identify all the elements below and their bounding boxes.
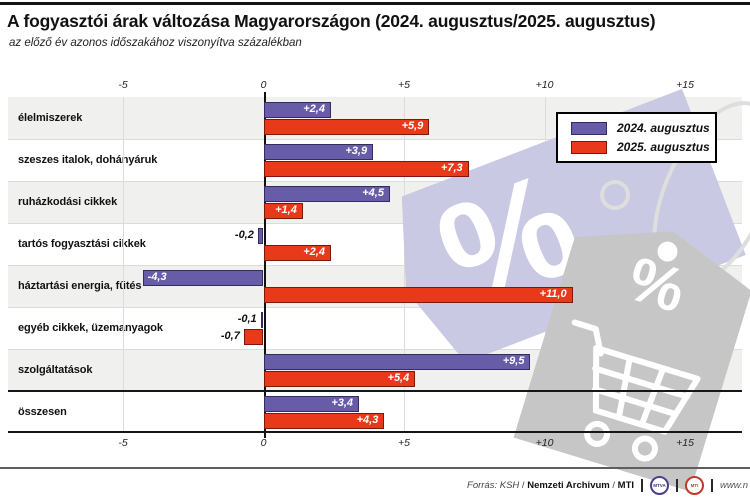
bar-value-label: +4,3 bbox=[356, 414, 379, 426]
bar-value-label: +11,0 bbox=[539, 288, 567, 300]
category-label: ruházkodási cikkek bbox=[18, 196, 118, 208]
bar-value-label: +1,4 bbox=[275, 204, 297, 216]
legend-swatch-2024 bbox=[571, 121, 607, 135]
legend-swatch-2025 bbox=[571, 140, 607, 154]
mtva-logo-icon: MTVA bbox=[650, 475, 670, 495]
source-credit: Forrás: KSH / Nemzeti Archivum / MTI bbox=[467, 479, 635, 491]
bar-value-label: +2,4 bbox=[303, 246, 325, 258]
category-label: szolgáltatások bbox=[18, 364, 93, 376]
gridline bbox=[123, 97, 124, 433]
x-axis-tick-label: +15 bbox=[676, 79, 694, 91]
legend-label: 2025. augusztus bbox=[617, 140, 710, 154]
bar-value-label: +5,4 bbox=[387, 372, 410, 384]
bar-2024 bbox=[260, 312, 264, 328]
source-mti: MTI bbox=[617, 479, 635, 491]
x-axis-tick-label: +5 bbox=[398, 79, 410, 91]
bar-value-label: -0,1 bbox=[237, 313, 257, 325]
footer-separator bbox=[711, 478, 714, 492]
footer-divider bbox=[0, 467, 750, 469]
emphasis-line-total-top bbox=[8, 390, 742, 392]
x-axis-tick-label: 0 bbox=[260, 437, 267, 449]
category-label: háztartási energia, fűtés bbox=[18, 280, 142, 292]
bar-value-label: +4,5 bbox=[362, 187, 384, 199]
x-axis-tick-label: +10 bbox=[535, 437, 554, 449]
category-label: tartós fogyasztási cikkek bbox=[18, 238, 146, 250]
x-axis-tick-label: +10 bbox=[535, 79, 554, 91]
category-label: egyéb cikkek, üzemanyagok bbox=[18, 322, 163, 334]
x-axis-line bbox=[8, 431, 742, 433]
bar-2024 bbox=[263, 102, 331, 118]
footer-separator bbox=[676, 478, 679, 492]
category-label: szeszes italok, dohányáruk bbox=[18, 154, 158, 166]
x-axis-tick-label: +15 bbox=[676, 437, 694, 449]
bar-2024 bbox=[142, 270, 264, 286]
bar-2024 bbox=[257, 228, 264, 244]
bar-value-label: -0,2 bbox=[234, 229, 254, 241]
bar-value-label: +2,4 bbox=[303, 103, 325, 115]
x-axis-tick-label: -5 bbox=[118, 79, 128, 91]
bar-2024 bbox=[263, 396, 360, 412]
bar-2025 bbox=[263, 245, 331, 261]
website-url: www.n bbox=[720, 479, 748, 491]
bar-value-label: +7,3 bbox=[440, 162, 463, 174]
category-label: összesen bbox=[18, 406, 67, 418]
bar-value-label: -4,3 bbox=[147, 271, 167, 283]
page-title: A fogyasztói árak változása Magyarország… bbox=[7, 11, 656, 31]
mti-logo-icon: MTI bbox=[685, 475, 705, 495]
category-label: élelmiszerek bbox=[18, 112, 83, 124]
bar-value-label: -0,7 bbox=[220, 330, 240, 342]
zero-axis-line bbox=[263, 92, 266, 438]
bar-value-label: +9,5 bbox=[502, 355, 525, 367]
x-axis-tick-label: -5 bbox=[118, 437, 128, 449]
bar-2024 bbox=[263, 144, 374, 160]
page-subtitle: az előző év azonos időszakához viszonyít… bbox=[9, 37, 302, 49]
legend-item-2025: 2025. augusztus bbox=[571, 140, 715, 154]
bar-2025 bbox=[263, 203, 303, 219]
bar-2025 bbox=[263, 371, 416, 387]
bar-value-label: +3,4 bbox=[331, 397, 354, 409]
footer-separator bbox=[641, 478, 644, 492]
top-rule bbox=[0, 2, 750, 5]
legend-label: 2024. augusztus bbox=[617, 121, 710, 135]
bar-value-label: +3,9 bbox=[345, 145, 368, 157]
x-axis-tick-label: 0 bbox=[260, 79, 267, 91]
bar-value-label: +5,9 bbox=[401, 120, 424, 132]
bar-2025 bbox=[243, 329, 264, 345]
source-prefix: Forrás: KSH bbox=[467, 479, 520, 491]
bar-2025 bbox=[263, 413, 385, 429]
legend-item-2024: 2024. augusztus bbox=[571, 121, 715, 135]
footer: Forrás: KSH / Nemzeti Archivum / MTI MTV… bbox=[467, 475, 748, 495]
x-axis-tick-label: +5 bbox=[398, 437, 410, 449]
chart-lines-layer bbox=[8, 92, 742, 438]
source-archive: Nemzeti Archivum bbox=[527, 479, 610, 491]
legend: 2024. augusztus 2025. augusztus bbox=[556, 112, 717, 163]
